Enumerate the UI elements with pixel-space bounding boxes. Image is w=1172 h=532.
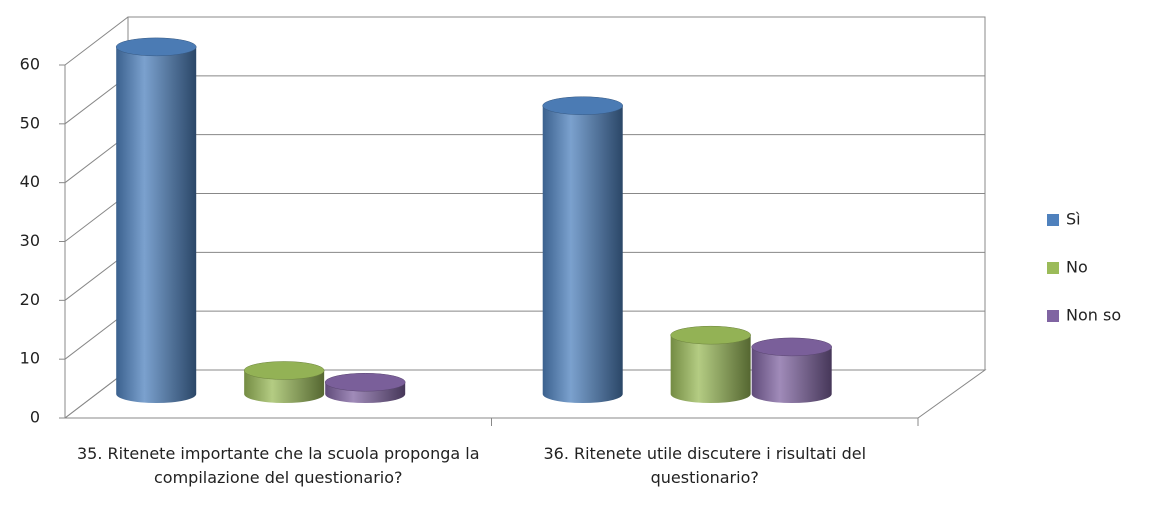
grid-line [64,310,985,360]
grid-line [64,369,985,419]
y-tick-label: 50 [20,113,40,132]
legend-label: Sì [1066,210,1081,229]
bar [670,325,751,403]
grid-line [64,134,985,184]
legend-swatch [1047,310,1059,322]
bar [115,37,197,403]
grid-line [64,251,985,301]
y-tick-label: 40 [20,172,40,191]
floor [63,369,987,419]
x-tick-label: 36. Ritenete utile discutere i risultati… [543,444,867,487]
legend-swatch [1047,262,1059,274]
y-tick-label: 20 [20,290,40,309]
legend-swatch [1047,214,1059,226]
legend-label: No [1066,258,1088,277]
bar [243,361,325,403]
y-tick-label: 30 [20,231,40,250]
bar [324,372,406,403]
legend-label: Non so [1066,306,1121,325]
x-tick-label: 35. Ritenete importante che la scuola pr… [76,444,480,487]
grid-line [64,75,985,125]
y-tick-label: 60 [20,55,40,74]
grid-line [64,16,985,66]
bar [542,96,623,403]
bar [751,337,832,403]
grid-line [64,193,985,242]
y-tick-label: 0 [30,408,40,427]
y-tick-label: 10 [20,349,40,368]
